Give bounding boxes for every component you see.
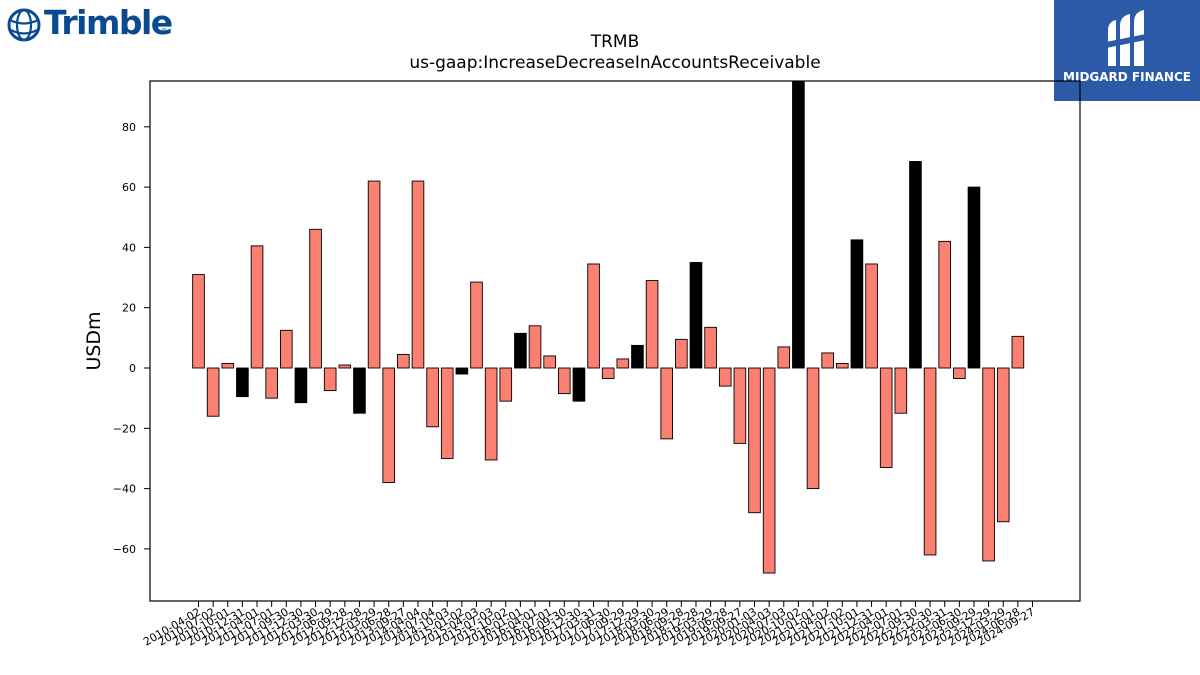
midgard-finance-logo: MIDGARD FINANCE bbox=[1054, 0, 1200, 101]
bar-2016-07-01 bbox=[543, 355, 556, 369]
y-tick-label: −40 bbox=[113, 483, 136, 496]
bar-2014-04-04 bbox=[411, 180, 425, 369]
bar-2019-06-28 bbox=[718, 367, 732, 387]
bar-2021-01-01 bbox=[806, 367, 820, 490]
bar-2021-12-31 bbox=[865, 263, 878, 369]
bar-2019-03-29 bbox=[704, 326, 717, 369]
bar-2018-06-29 bbox=[660, 367, 674, 440]
bar-2023-03-31 bbox=[938, 240, 952, 369]
y-axis: −60 −40 −20 0 20 40 60 80 bbox=[113, 121, 150, 556]
y-tick-label: −20 bbox=[113, 422, 136, 435]
bar-2015-07-03 bbox=[484, 367, 498, 461]
midgard-mark-icon bbox=[1106, 10, 1146, 66]
bar-2018-09-28 bbox=[675, 338, 688, 369]
bar-2010-12-31 bbox=[236, 367, 249, 398]
bar-2011-12-30 bbox=[294, 367, 308, 404]
bar-2014-07-04 bbox=[426, 367, 439, 428]
bar-2014-10-03 bbox=[440, 367, 454, 459]
bar-2011-07-01 bbox=[265, 367, 278, 399]
bar-2023-06-30 bbox=[953, 367, 966, 380]
chart-title-block: TRMB us-gaap:IncreaseDecreaseInAccountsR… bbox=[150, 32, 1080, 74]
bar-2016-09-30 bbox=[557, 367, 571, 395]
plot-frame bbox=[149, 80, 1081, 602]
bar-2017-12-29 bbox=[631, 344, 644, 369]
bar-2020-04-03 bbox=[762, 367, 776, 574]
y-tick-label: 40 bbox=[122, 241, 136, 254]
bar-2013-03-29 bbox=[367, 180, 381, 369]
bar-2018-12-28 bbox=[689, 262, 703, 369]
x-axis: 2010-04-022010-07-022010-10-012010-12-31… bbox=[141, 601, 1037, 649]
y-tick-label: 80 bbox=[122, 121, 136, 134]
bar-2010-07-02 bbox=[206, 367, 220, 417]
bar-2023-12-29 bbox=[982, 367, 995, 562]
bar-2022-09-30 bbox=[909, 161, 922, 369]
bar-2023-09-29 bbox=[967, 186, 981, 369]
chart-title: TRMB bbox=[590, 32, 640, 52]
trimble-logo: Trimble ® bbox=[6, 3, 173, 45]
bar-2016-12-30 bbox=[572, 367, 586, 402]
bar-2021-04-02 bbox=[821, 352, 834, 369]
bar-2012-09-28 bbox=[338, 364, 352, 369]
bar-2013-06-28 bbox=[382, 367, 396, 484]
bar-2015-01-02 bbox=[455, 367, 469, 375]
bar-2021-10-01 bbox=[850, 239, 864, 369]
bar-2010-10-01 bbox=[221, 363, 235, 369]
bar-2015-10-02 bbox=[499, 367, 513, 402]
bar-2019-09-27 bbox=[733, 367, 747, 444]
bar-2013-09-27 bbox=[397, 353, 410, 369]
globe-icon bbox=[7, 8, 41, 42]
trimble-logo-text: Trimble bbox=[44, 3, 173, 42]
bar-2022-07-01 bbox=[894, 367, 908, 414]
bar-2021-07-02 bbox=[835, 363, 849, 369]
bar-2017-09-29 bbox=[616, 358, 630, 369]
bar-2022-04-01 bbox=[879, 367, 893, 468]
bar-2017-06-30 bbox=[601, 367, 615, 380]
bar-2024-06-28 bbox=[1011, 335, 1025, 369]
bar-2012-03-30 bbox=[309, 228, 322, 369]
bar-2020-01-03 bbox=[748, 367, 761, 514]
y-tick-label: 60 bbox=[122, 181, 136, 194]
bar-2016-01-01 bbox=[514, 332, 527, 369]
bar-2017-03-31 bbox=[587, 263, 600, 369]
bar-2012-12-28 bbox=[353, 367, 366, 414]
y-tick-label: −60 bbox=[113, 543, 136, 556]
y-tick-label: 0 bbox=[129, 362, 136, 375]
bar-2024-03-29 bbox=[996, 367, 1010, 523]
bar-2020-10-02 bbox=[792, 80, 805, 369]
bar-2010-04-02 bbox=[192, 274, 205, 369]
bar-2011-09-30 bbox=[279, 329, 293, 369]
bar-2012-06-29 bbox=[323, 367, 337, 392]
midgard-finance-logo-text: MIDGARD FINANCE bbox=[1063, 70, 1191, 84]
bar-2018-03-30 bbox=[645, 280, 659, 369]
bars-group bbox=[192, 80, 1025, 574]
bar-2016-04-01 bbox=[528, 325, 542, 369]
bar-2022-12-30 bbox=[923, 367, 937, 556]
registered-mark: ® bbox=[160, 27, 168, 36]
y-axis-label: USDm bbox=[83, 311, 105, 370]
chart-subtitle: us-gaap:IncreaseDecreaseInAccountsReceiv… bbox=[409, 53, 821, 73]
bar-2020-07-03 bbox=[777, 346, 791, 369]
bar-2011-04-01 bbox=[250, 245, 264, 369]
y-tick-label: 20 bbox=[122, 302, 136, 315]
bar-2015-04-03 bbox=[470, 281, 483, 369]
